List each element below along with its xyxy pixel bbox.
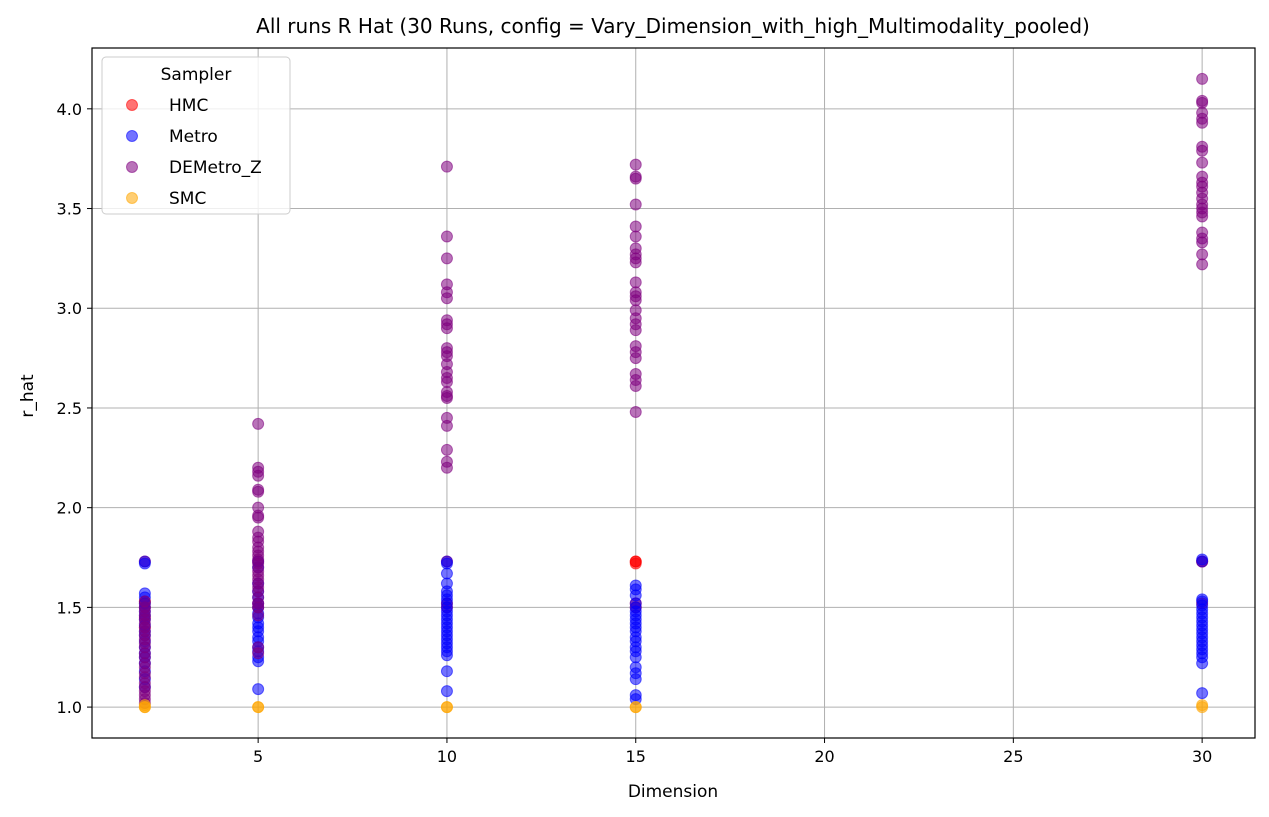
y-axis-label: r_hat [18, 374, 38, 418]
data-point [440, 665, 453, 678]
y-tick-label: 2.0 [57, 499, 82, 518]
legend-marker [126, 161, 138, 173]
data-point [1196, 72, 1209, 85]
data-point [629, 701, 642, 714]
legend-marker [126, 192, 138, 204]
data-point [440, 567, 453, 580]
data-point [252, 485, 265, 498]
data-point [1196, 210, 1209, 223]
series-demetro-z [138, 72, 1209, 710]
data-point [138, 555, 151, 568]
y-tick-label: 1.0 [57, 698, 82, 717]
x-tick-label: 30 [1192, 747, 1212, 766]
data-point [1196, 687, 1209, 700]
data-point [1196, 248, 1209, 261]
data-point [252, 683, 265, 696]
data-point [629, 380, 642, 393]
series-smc [138, 699, 1209, 714]
data-point [1196, 144, 1209, 157]
data-point [1196, 555, 1209, 568]
data-point [252, 647, 265, 660]
data-point [440, 391, 453, 404]
data-point [440, 557, 453, 570]
data-point [252, 511, 265, 524]
x-tick-label: 25 [1003, 747, 1023, 766]
data-point [252, 469, 265, 482]
legend-marker [126, 99, 138, 111]
data-point [1196, 258, 1209, 271]
data-point [440, 685, 453, 698]
axis-ticks: 5 10 15 20 25 30 1.0 1.5 2.0 2.5 3.0 3.5 4.0 [57, 100, 1213, 766]
chart-title: All runs R Hat (30 Runs, config = Vary_D… [256, 14, 1090, 38]
y-tick-label: 3.0 [57, 299, 82, 318]
data-point [440, 376, 453, 389]
legend-box [101, 56, 291, 215]
data-point [1196, 236, 1209, 249]
legend-entry-label: Metro [169, 127, 218, 147]
data-point [629, 651, 642, 664]
data-point [138, 699, 151, 712]
data-point [252, 609, 265, 622]
data-point [1196, 96, 1209, 109]
data-point [629, 557, 642, 570]
data-point [629, 220, 642, 233]
data-point [440, 292, 453, 305]
data-point [440, 252, 453, 265]
data-point [629, 324, 642, 337]
plot-frame [91, 47, 1256, 739]
data-point [629, 158, 642, 171]
data-point [1196, 699, 1209, 712]
data-point [440, 443, 453, 456]
y-tick-label: 2.5 [57, 399, 82, 418]
legend-entry-label: DEMetro_Z [169, 158, 262, 178]
data-point [252, 701, 265, 714]
data-point [1196, 156, 1209, 169]
y-tick-label: 1.5 [57, 598, 82, 617]
data-point [440, 160, 453, 173]
data-point [629, 673, 642, 686]
x-tick-label: 10 [437, 747, 457, 766]
data-point [440, 419, 453, 432]
legend: Sampler HMC Metro DEMetro_Z SMC [101, 56, 291, 215]
data-points [138, 72, 1209, 714]
legend-marker [126, 130, 138, 142]
data-point [629, 276, 642, 289]
legend-entry-label: HMC [169, 96, 208, 116]
y-tick-label: 4.0 [57, 100, 82, 119]
data-point [440, 322, 453, 335]
legend-entry-label: SMC [169, 189, 206, 209]
data-point [629, 405, 642, 418]
data-point [440, 701, 453, 714]
x-axis-label: Dimension [628, 782, 718, 802]
data-point [1196, 116, 1209, 129]
legend-title: Sampler [161, 65, 232, 85]
data-point [440, 461, 453, 474]
data-point [252, 417, 265, 430]
data-point [440, 230, 453, 243]
data-point [440, 649, 453, 662]
x-tick-label: 5 [253, 747, 263, 766]
data-point [629, 294, 642, 307]
data-point [629, 198, 642, 211]
x-tick-label: 20 [814, 747, 834, 766]
data-point [629, 352, 642, 365]
x-tick-label: 15 [626, 747, 646, 766]
data-point [629, 172, 642, 185]
data-point [629, 256, 642, 269]
data-point [629, 230, 642, 243]
y-tick-label: 3.5 [57, 200, 82, 219]
data-point [1196, 657, 1209, 670]
